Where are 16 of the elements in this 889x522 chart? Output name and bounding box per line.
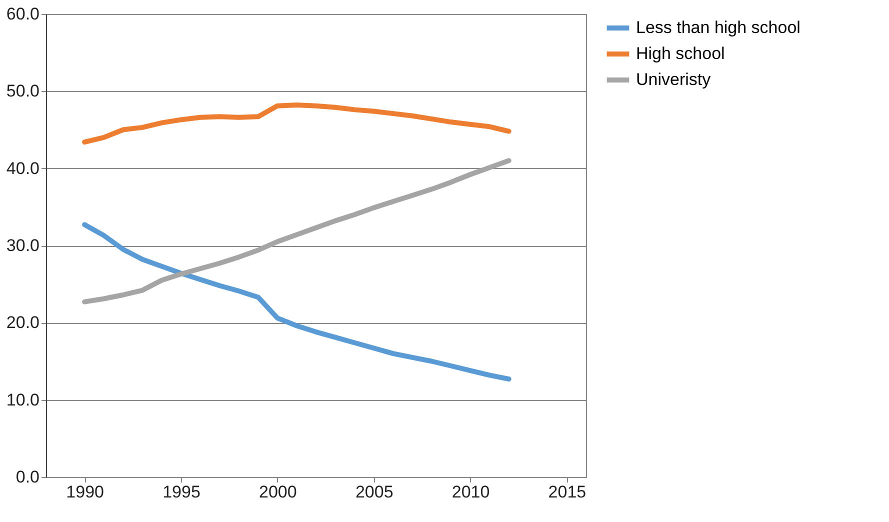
y-tick-label: 30.0	[6, 236, 40, 255]
x-tick-label: 2005	[355, 482, 394, 502]
x-tick-label: 1990	[66, 482, 104, 502]
y-tick-label: 10.0	[6, 390, 40, 410]
y-tick-label: 0.0	[16, 468, 40, 486]
x-tick-label: 1995	[162, 482, 200, 502]
x-tick-label: 2010	[452, 482, 490, 502]
x-tick-label: 2000	[259, 482, 297, 502]
y-tick-label: 60.0	[6, 4, 40, 24]
y-tick-label: 40.0	[6, 158, 40, 178]
legend-label: Univeristy	[636, 70, 712, 89]
x-tick-label: 2015	[548, 482, 586, 502]
legend-label: High school	[636, 44, 725, 63]
y-tick-label: 20.0	[6, 313, 40, 332]
legend-label: Less than high school	[636, 18, 800, 37]
y-tick-label: 50.0	[6, 82, 40, 101]
